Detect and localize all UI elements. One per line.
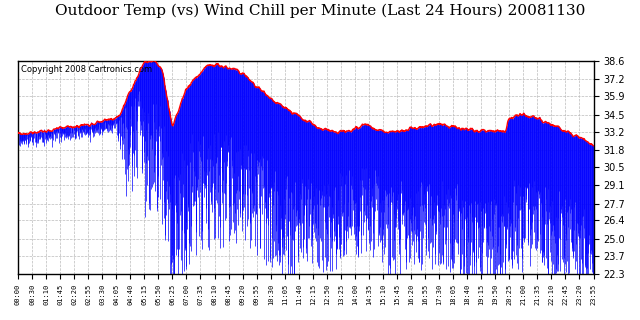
Text: Outdoor Temp (vs) Wind Chill per Minute (Last 24 Hours) 20081130: Outdoor Temp (vs) Wind Chill per Minute … <box>55 3 585 18</box>
Text: Copyright 2008 Cartronics.com: Copyright 2008 Cartronics.com <box>21 66 152 75</box>
